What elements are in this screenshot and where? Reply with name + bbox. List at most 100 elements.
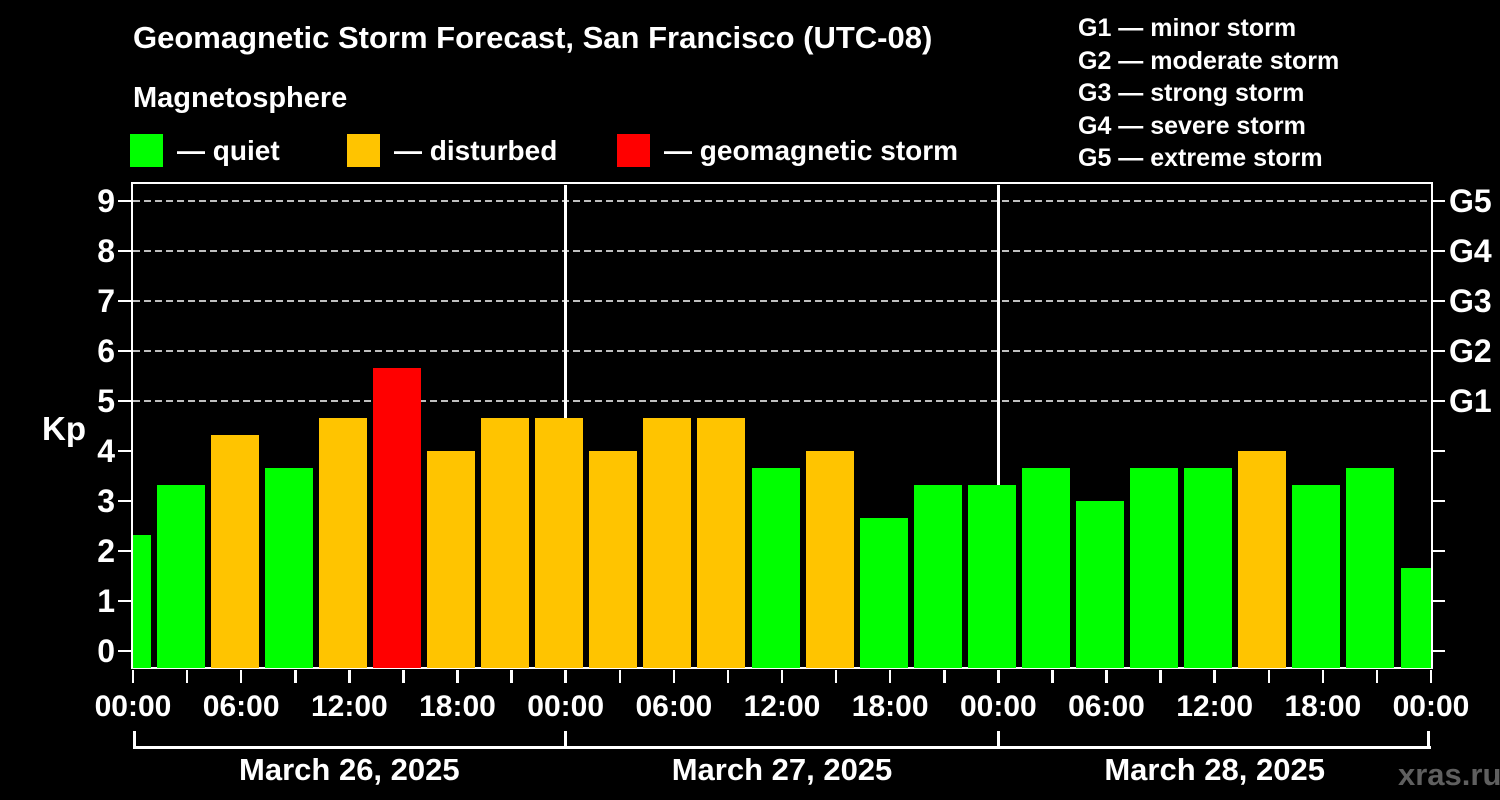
y-tick-label-7: 7 [97, 283, 115, 320]
x-tick-18h [456, 670, 459, 683]
x-tick-60h [1213, 670, 1216, 683]
x-tick-label-6h: 06:00 [202, 690, 280, 723]
x-tick-9h [294, 670, 297, 683]
day-divider [997, 184, 1000, 668]
right-tick-0 [1432, 649, 1445, 653]
storm-scale-line: G5 — extreme storm [1078, 144, 1323, 172]
x-tick-label-30h: 06:00 [635, 690, 713, 723]
y-tick-label-2: 2 [97, 533, 115, 570]
kp-bar-21:00-kp3.33 [913, 484, 962, 668]
kp-bar-12:00-kp3.67 [1184, 467, 1233, 668]
legend-label-storm: — geomagnetic storm [664, 134, 959, 166]
kp-bar-18:00-kp2.67 [859, 517, 908, 668]
g-scale-label-G2: G2 [1449, 333, 1492, 370]
kp-bar-03:00-kp3.33 [156, 484, 205, 668]
y-tick-label-6: 6 [97, 333, 115, 370]
y-tick-label-5: 5 [97, 383, 115, 420]
right-tick-9 [1432, 199, 1445, 203]
x-tick-27h [618, 670, 621, 683]
x-tick-36h [780, 670, 784, 683]
storm-scale-line: G1 — minor storm [1078, 14, 1297, 42]
x-tick-63h [1267, 670, 1270, 683]
x-tick-label-66h: 18:00 [1284, 690, 1362, 723]
right-tick-8 [1432, 249, 1445, 253]
plot-frame [130, 182, 1433, 670]
x-tick-66h [1321, 670, 1325, 683]
storm-scale-line: G3 — strong storm [1078, 79, 1305, 107]
gridline-kp7 [133, 300, 1431, 303]
chart-subtitle: Magnetosphere [133, 82, 348, 114]
legend-swatch-quiet [130, 134, 163, 167]
y-tick-3 [118, 499, 131, 503]
kp-bar-06:00-kp4.33 [210, 434, 259, 668]
date-label-2: March 27, 2025 [671, 752, 893, 787]
x-tick-48h [997, 670, 1000, 683]
kp-bar-03:00-kp4 [589, 451, 638, 668]
y-tick-8 [118, 249, 131, 253]
kp-bar-15:00-kp4 [805, 451, 854, 668]
y-tick-label-0: 0 [97, 633, 115, 670]
legend-swatch-storm [617, 134, 650, 167]
x-tick-42h [888, 670, 892, 683]
x-tick-label-12h: 12:00 [310, 690, 388, 723]
y-tick-label-4: 4 [97, 433, 115, 470]
kp-bar-09:00-kp3.67 [264, 467, 313, 668]
right-tick-7 [1432, 299, 1445, 303]
x-tick-57h [1159, 670, 1162, 683]
right-tick-5 [1432, 399, 1445, 403]
kp-bar-06:00-kp4.67 [643, 417, 692, 668]
y-tick-label-3: 3 [97, 483, 115, 520]
g-scale-label-G3: G3 [1449, 283, 1492, 320]
date-label-3: March 28, 2025 [1104, 752, 1325, 787]
storm-scale-line: G4 — severe storm [1078, 111, 1306, 140]
right-tick-2 [1432, 549, 1445, 553]
g-scale-label-G5: G5 [1449, 183, 1492, 220]
kp-bar-15:00-kp5.67 [372, 367, 421, 668]
gridline-kp9 [133, 200, 1431, 203]
x-tick-30h [672, 670, 676, 683]
x-tick-label-72h: 00:00 [1392, 690, 1470, 723]
x-tick-54h [1105, 670, 1108, 683]
kp-bar-09:00-kp3.67 [1130, 467, 1179, 668]
x-tick-15h [402, 670, 405, 683]
x-tick-33h [726, 670, 730, 683]
legend-item-storm: — geomagnetic storm [617, 134, 958, 167]
kp-bar-18:00-kp4 [427, 451, 475, 668]
y-tick-label-9: 9 [97, 183, 115, 220]
legend-label-disturbed: — disturbed [394, 134, 558, 166]
legend-swatch-disturbed [347, 134, 380, 167]
date-label-1: March 26, 2025 [239, 752, 460, 787]
y-tick-label-8: 8 [97, 233, 115, 270]
kp-bar-03:00-kp3.67 [1021, 467, 1070, 668]
storm-scale-line: G2 — moderate storm [1078, 46, 1340, 75]
y-tick-4 [118, 449, 131, 453]
x-tick-label-18h: 18:00 [419, 690, 496, 723]
gridline-kp6 [133, 350, 1431, 353]
x-tick-45h [943, 670, 946, 683]
g-scale-label-G4: G4 [1449, 233, 1492, 270]
date-boundary-tick-72h [1427, 731, 1430, 747]
y-tick-9 [118, 199, 131, 203]
y-tick-7 [118, 299, 131, 303]
gridline-kp5 [133, 400, 1431, 403]
storm-scale-legend: G1 — minor storm G2 — moderate storm G3 — … [1078, 12, 1339, 175]
plot-area [133, 184, 1431, 668]
x-tick-3h [185, 670, 189, 683]
x-tick-21h [510, 670, 513, 683]
x-tick-label-24h: 00:00 [527, 690, 605, 723]
x-tick-label-36h: 12:00 [743, 690, 821, 723]
kp-bar-15:00-kp4 [1238, 451, 1287, 668]
x-tick-label-42h: 18:00 [851, 690, 929, 723]
date-boundary-tick-24h [564, 731, 567, 747]
kp-bar-00:00-kp3.33 [967, 484, 1016, 668]
right-tick-4 [1432, 449, 1445, 453]
y-tick-5 [118, 399, 131, 403]
kp-bar-12:00-kp4.67 [318, 417, 367, 668]
kp-bar-00:00-kp4.67 [535, 417, 584, 668]
x-tick-label-0h: 00:00 [94, 690, 172, 723]
x-tick-label-54h: 06:00 [1068, 690, 1145, 723]
x-tick-69h [1375, 670, 1379, 683]
x-tick-12h [348, 670, 351, 683]
kp-bar-21:00-kp4.67 [481, 417, 530, 668]
